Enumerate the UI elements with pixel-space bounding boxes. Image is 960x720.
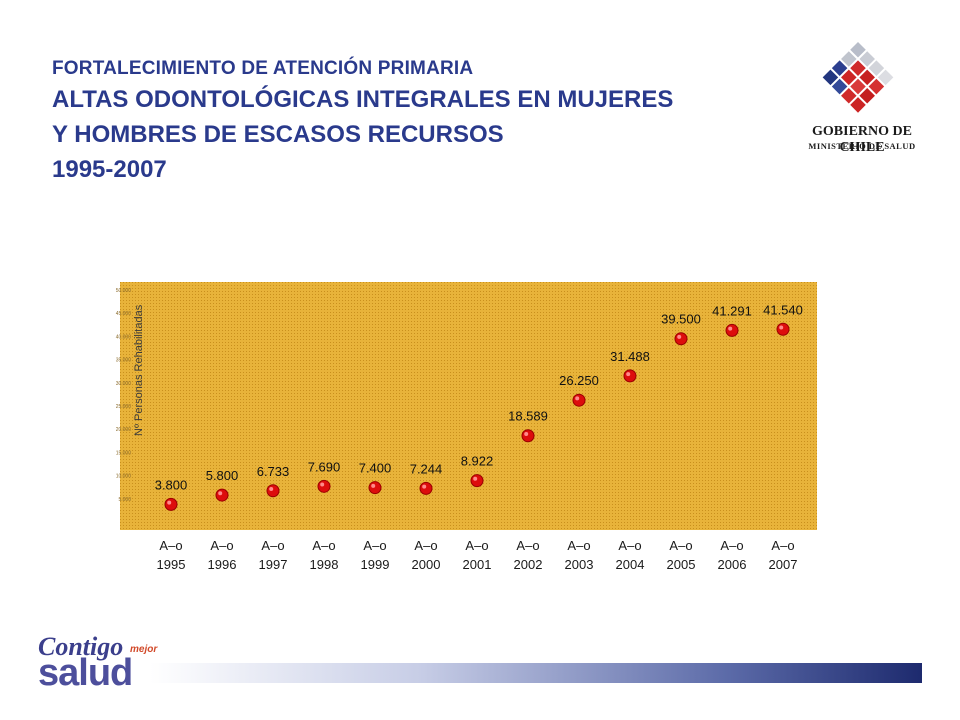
altas-chart: 5.000 10.000 15.000 20.000 25.000 30.000 35.00… — [116, 282, 817, 572]
x-label-top-2005: A–o — [669, 538, 692, 553]
footer-mejor: mejor — [130, 644, 158, 655]
data-point-2001 — [470, 474, 484, 488]
x-label-year-2002: 2002 — [514, 557, 543, 572]
data-label-2002: 18.589 — [508, 409, 548, 424]
y-tick-label: 45.000 — [116, 311, 132, 317]
x-label-year-1998: 1998 — [310, 557, 339, 572]
x-label-year-1996: 1996 — [208, 557, 237, 572]
x-label-year-2004: 2004 — [616, 557, 645, 572]
data-point-1995 — [164, 497, 178, 511]
x-label-year-2000: 2000 — [412, 557, 441, 572]
data-label-1998: 7.690 — [308, 459, 341, 474]
x-label-year-1999: 1999 — [361, 557, 390, 572]
x-label-top-1996: A–o — [210, 538, 233, 553]
y-tick-label: 30.000 — [116, 381, 132, 387]
data-point-highlight — [677, 334, 682, 339]
data-point-highlight — [728, 326, 733, 331]
footer-contigo: Contigo — [38, 632, 124, 661]
data-point-highlight — [575, 396, 580, 401]
x-label-top-2007: A–o — [771, 538, 794, 553]
data-point-1999 — [368, 481, 382, 495]
data-point-highlight — [320, 482, 325, 487]
title-line-1: ALTAS ODONTOLÓGICAS INTEGRALES EN MUJERE… — [52, 86, 674, 113]
x-label-year-1995: 1995 — [157, 557, 186, 572]
data-point-2004 — [623, 369, 637, 383]
data-point-highlight — [779, 325, 784, 330]
data-label-1995: 3.800 — [155, 477, 188, 492]
x-label-year-2003: 2003 — [565, 557, 594, 572]
footer-salud: salud — [38, 652, 133, 694]
x-label-top-2000: A–o — [414, 538, 437, 553]
x-label-top-1997: A–o — [261, 538, 284, 553]
y-tick-label: 50.000 — [116, 288, 132, 294]
footer-gradient-bar — [150, 663, 922, 683]
data-label-1996: 5.800 — [206, 468, 239, 483]
data-point-highlight — [473, 476, 478, 481]
plot-area — [120, 282, 817, 530]
x-label-year-2005: 2005 — [667, 557, 696, 572]
data-label-2001: 8.922 — [461, 454, 494, 469]
y-axis-label: Nº Personas Rehabilitadas — [133, 304, 145, 436]
x-label-top-1999: A–o — [363, 538, 386, 553]
x-label-top-1995: A–o — [159, 538, 182, 553]
y-tick-label: 25.000 — [116, 404, 132, 410]
data-point-highlight — [371, 483, 376, 488]
contigo-mejor-salud-logo: Contigo mejor salud — [36, 632, 166, 694]
x-label-year-2001: 2001 — [463, 557, 492, 572]
logo-text-gobierno: GOBIERNO DE CHILE — [812, 124, 912, 155]
y-tick-label: 5.000 — [118, 497, 131, 503]
y-tick-label: 10.000 — [116, 474, 132, 480]
y-tick-label: 20.000 — [116, 427, 132, 433]
x-label-year-2006: 2006 — [718, 557, 747, 572]
gobierno-logo: GOBIERNO DE CHILE MINISTERIO DE SALUD — [792, 36, 932, 156]
y-tick-label: 35.000 — [116, 358, 132, 364]
x-label-top-2006: A–o — [720, 538, 743, 553]
data-point-highlight — [218, 491, 223, 496]
data-label-2007: 41.540 — [763, 302, 803, 317]
y-tick-label: 15.000 — [116, 450, 132, 456]
slide-subtitle: FORTALECIMIENTO DE ATENCIÓN PRIMARIA — [52, 58, 474, 79]
data-point-highlight — [269, 486, 274, 491]
x-label-top-2001: A–o — [465, 538, 488, 553]
data-point-1998 — [317, 479, 331, 493]
data-label-2006: 41.291 — [712, 303, 752, 318]
data-point-highlight — [167, 500, 172, 505]
data-point-1996 — [215, 488, 229, 502]
data-label-2000: 7.244 — [410, 461, 443, 476]
x-label-year-2007: 2007 — [769, 557, 798, 572]
data-label-2005: 39.500 — [661, 312, 701, 327]
data-point-2005 — [674, 332, 688, 346]
data-point-2007 — [776, 322, 790, 336]
data-point-2003 — [572, 393, 586, 407]
x-label-year-1997: 1997 — [259, 557, 288, 572]
slide-title: ALTAS ODONTOLÓGICAS INTEGRALES EN MUJERE… — [52, 82, 673, 187]
data-point-2002 — [521, 429, 535, 443]
data-point-2000 — [419, 481, 433, 495]
data-label-1997: 6.733 — [257, 464, 290, 479]
x-label-top-2004: A–o — [618, 538, 641, 553]
data-point-1997 — [266, 484, 280, 498]
title-line-3: 1995-2007 — [52, 156, 167, 183]
x-label-top-1998: A–o — [312, 538, 335, 553]
data-label-2004: 31.488 — [610, 349, 650, 364]
data-label-2003: 26.250 — [559, 373, 599, 388]
x-label-top-2002: A–o — [516, 538, 539, 553]
x-label-top-2003: A–o — [567, 538, 590, 553]
data-label-1999: 7.400 — [359, 461, 392, 476]
diamond-mosaic-icon — [822, 42, 894, 113]
data-point-highlight — [524, 431, 529, 436]
data-point-highlight — [626, 372, 631, 377]
title-line-2: Y HOMBRES DE ESCASOS RECURSOS — [52, 121, 504, 148]
data-point-highlight — [422, 484, 427, 489]
logo-text-ministerio: MINISTERIO DE SALUD — [808, 141, 916, 151]
y-tick-label: 40.000 — [116, 334, 132, 340]
data-point-2006 — [725, 323, 739, 337]
